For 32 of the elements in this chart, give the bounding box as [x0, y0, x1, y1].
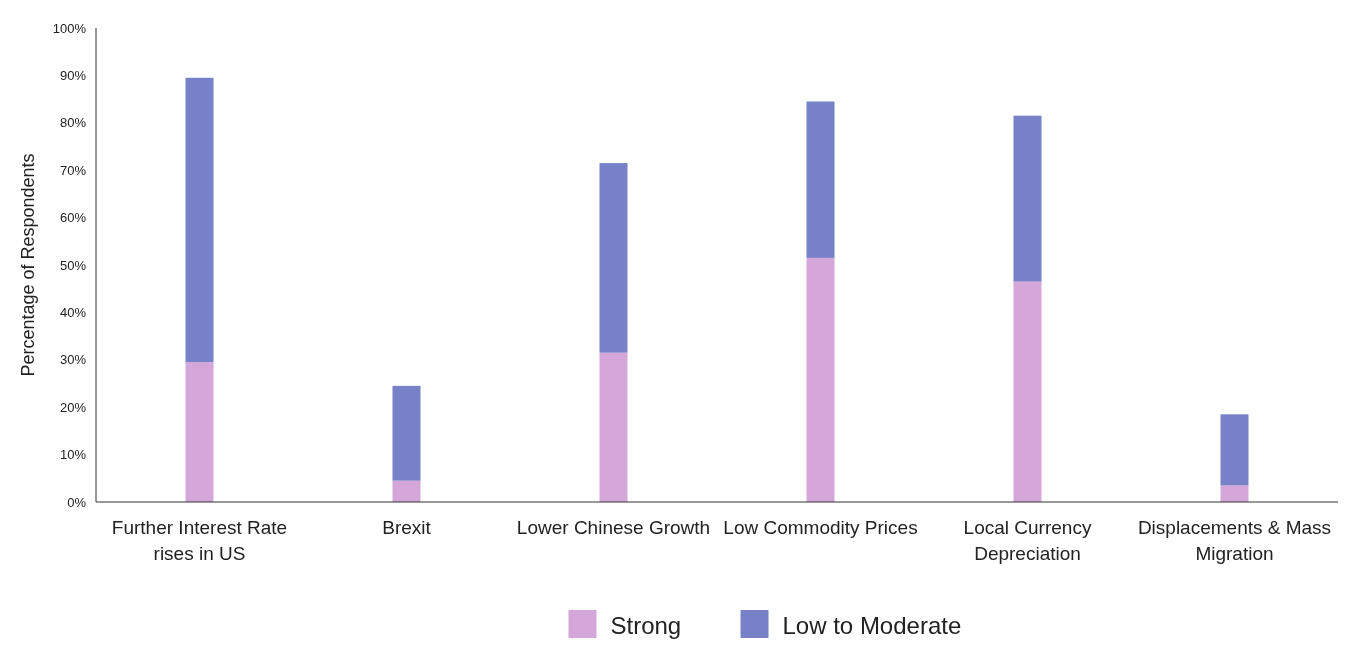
x-tick-label: Further Interest Rate rises in US — [111, 517, 288, 564]
bar — [599, 352, 628, 502]
x-tick-label: Low Commodity Prices — [723, 517, 918, 538]
y-tick-label: 100% — [52, 20, 87, 36]
bar — [1013, 281, 1042, 502]
y-tick-label: 60% — [59, 210, 87, 226]
bar — [1013, 115, 1042, 282]
bar — [392, 385, 421, 481]
bar — [392, 480, 421, 502]
bar — [1220, 414, 1249, 486]
y-tick-label: 50% — [59, 257, 87, 273]
legend-label: Low to Moderate — [782, 612, 962, 640]
y-tick-label: 10% — [59, 447, 87, 463]
bar — [806, 257, 835, 502]
y-tick-label: 20% — [59, 399, 87, 415]
bar — [599, 163, 628, 353]
y-tick-label: 30% — [59, 352, 87, 368]
legend-label: Strong — [610, 612, 682, 640]
bar — [185, 362, 214, 502]
y-tick-label: 80% — [59, 115, 87, 131]
y-tick-label: 0% — [67, 494, 87, 510]
x-tick-label: Brexit — [382, 517, 432, 538]
bar — [185, 77, 214, 363]
y-tick-label: 90% — [59, 67, 87, 83]
bar — [1220, 485, 1249, 502]
y-axis-title: Percentage of Respondents — [18, 153, 38, 377]
x-tick-label: Displacements & Mass Migration — [1137, 517, 1332, 564]
bar — [806, 101, 835, 258]
x-tick-label: Local Currency Depreciation — [963, 517, 1092, 564]
x-tick-label: Lower Chinese Growth — [516, 517, 711, 538]
y-tick-label: 40% — [59, 304, 87, 320]
y-tick-label: 70% — [59, 162, 87, 178]
